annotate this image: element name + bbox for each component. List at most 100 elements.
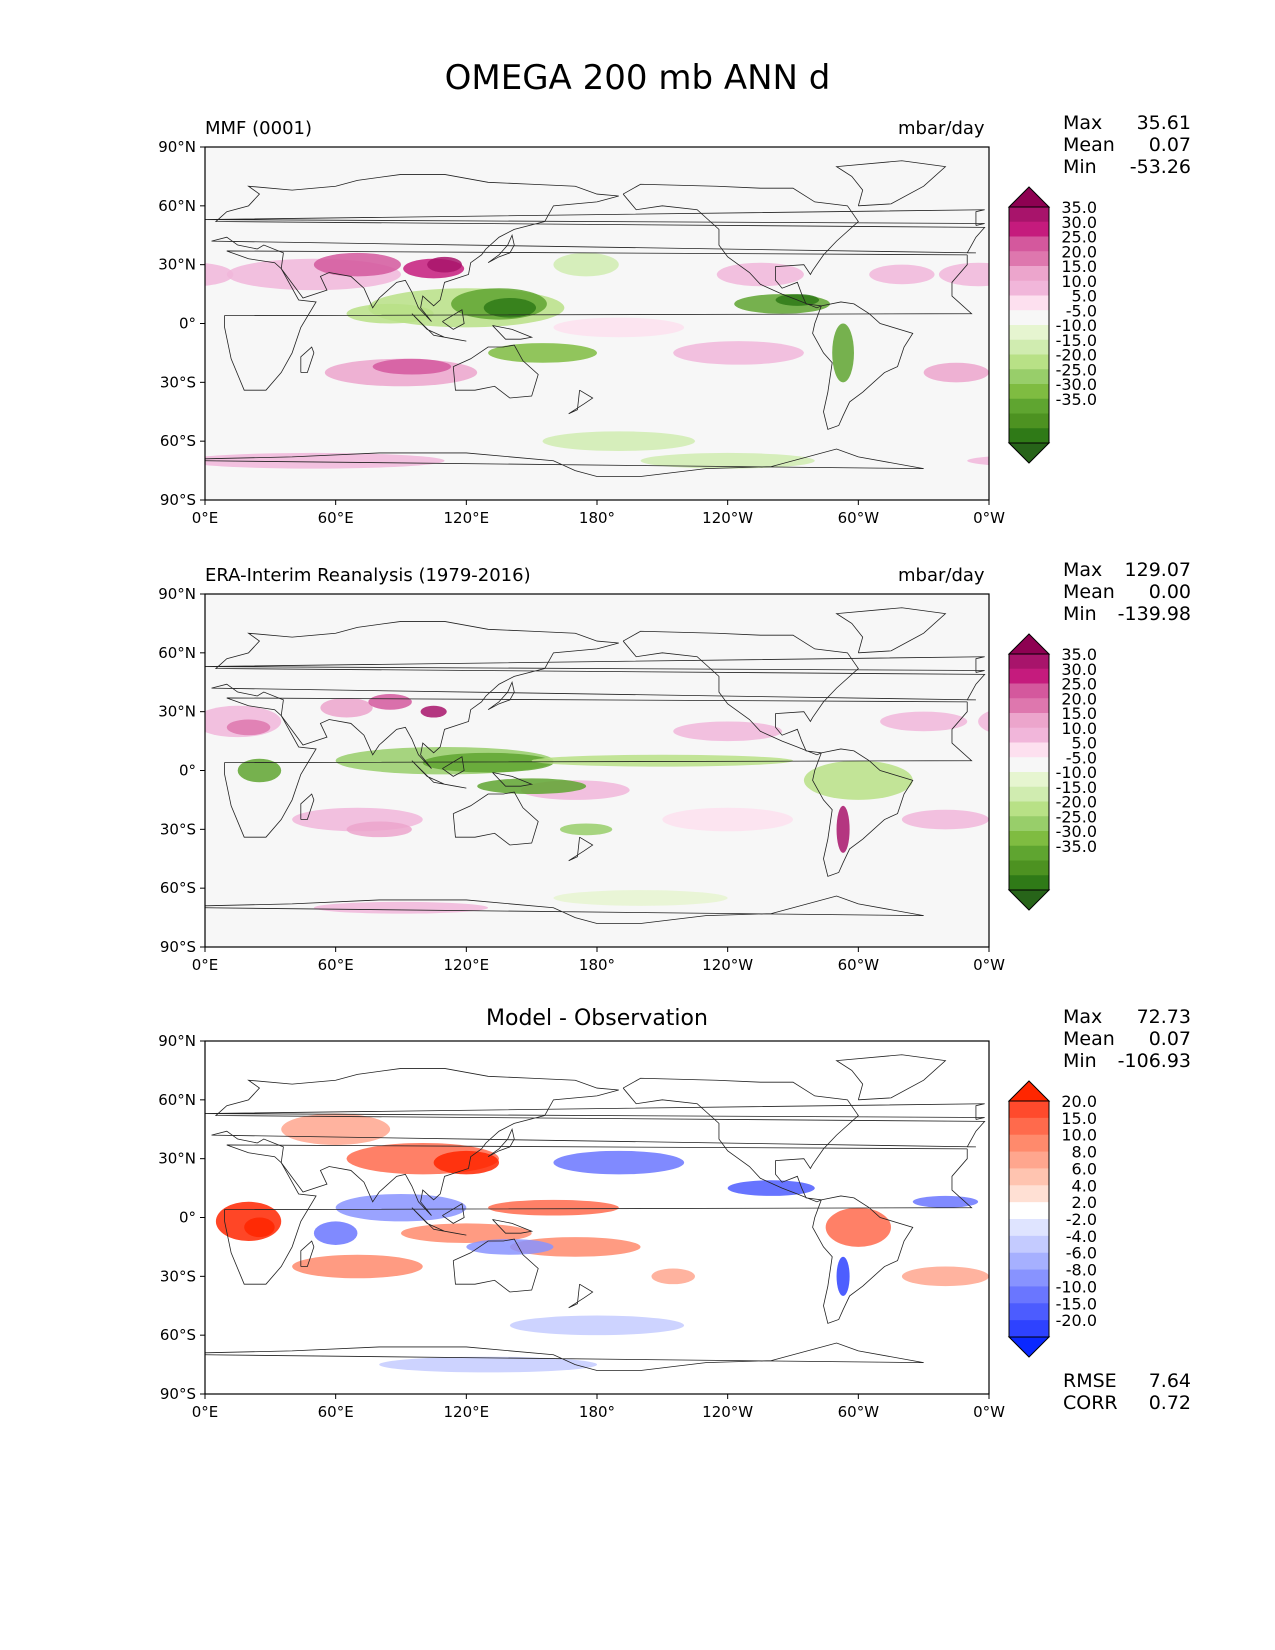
colorbar-label: 10.0: [1061, 719, 1097, 738]
y-tick-label: 60°S: [160, 879, 196, 897]
y-tick-label: 90°S: [160, 1385, 196, 1403]
contour-blob: [48, 324, 70, 383]
x-tick-label: 60°E: [318, 1403, 354, 1421]
colorbar-segment: [1009, 786, 1049, 802]
colorbar-segment: [1009, 757, 1049, 773]
stat-min: Min -106.93: [1063, 1050, 1191, 1072]
colorbar-extend-bottom: [1007, 442, 1051, 464]
contour-blob: [1131, 1143, 1275, 1174]
y-tick-label: 90°S: [160, 938, 196, 956]
colorbar-frame: [1008, 206, 1050, 444]
difference-panel: Model - Observation Max 72.73 Mean 0.07 Mi…: [0, 1004, 1275, 1464]
stat-max: Max 35.61: [1063, 112, 1191, 134]
contour-blob: [1152, 694, 1196, 710]
contour-blob: [869, 264, 935, 285]
colorbar-label: -10.0: [1056, 763, 1097, 782]
contour-blob: [509, 1315, 685, 1336]
x-tick-label: 0°E: [192, 1403, 219, 1421]
y-tick-label: 90°N: [158, 1032, 196, 1050]
colorbar-segment: [1009, 1269, 1049, 1287]
contour-blob: [1268, 298, 1275, 318]
contour-blob: [1187, 259, 1248, 279]
x-tick-label: 120°E: [444, 956, 490, 974]
colorbar-segment: [1009, 413, 1049, 429]
colorbar-extend-top: [1007, 1080, 1051, 1102]
coastline: [492, 1219, 534, 1234]
colorbar-segment: [1009, 831, 1049, 847]
x-tick-label: 0°W: [973, 1403, 1005, 1421]
coastline: [487, 233, 515, 264]
colorbar-segment: [1009, 398, 1049, 414]
x-tick-label: 0°E: [192, 956, 219, 974]
colorbar-segment: [1009, 727, 1049, 743]
colorbar-segment: [1009, 668, 1049, 684]
x-tick-label: 60°W: [838, 1403, 880, 1421]
contour-blob: [978, 711, 989, 732]
colorbar-segment: [1009, 339, 1049, 355]
coastline: [205, 656, 985, 673]
y-tick-label: 90°S: [160, 491, 196, 509]
page-title: OMEGA 200 mb ANN d: [444, 58, 831, 98]
colorbar-extend-top: [1007, 633, 1051, 655]
colorbar-label: 5.0: [1072, 734, 1097, 753]
colorbar-label: 30.0: [1061, 213, 1097, 232]
contour-blob: [1207, 753, 1275, 773]
contour-blob: [1109, 359, 1261, 386]
colorbar-label: -15.0: [1056, 331, 1097, 350]
contour-blob: [803, 760, 913, 800]
y-tick-label: 0°: [179, 762, 196, 780]
contour-blob: [85, 265, 150, 285]
colorbar-extend-top: [1007, 186, 1051, 208]
contour-blob: [967, 456, 989, 466]
coastline: [205, 895, 924, 924]
colorbar-label: 25.0: [1061, 675, 1097, 694]
model-map: 0°E 60°E 120°E 180° 120°W 60°W 0°W 90°N 60°N 30°N…: [0, 138, 1275, 527]
x-tick-label: 60°W: [838, 509, 880, 527]
colorbar-segment: [1009, 713, 1049, 729]
y-tick-label: 60°N: [158, 644, 196, 662]
contour-blob: [488, 343, 597, 363]
contour-blob: [427, 256, 462, 273]
contour-blob: [651, 1268, 695, 1285]
colorbar-segment: [1009, 1117, 1049, 1136]
colorbar-frame: [1008, 1100, 1050, 1338]
stat-max: Max 72.73: [1063, 1006, 1191, 1028]
contour-blob: [205, 263, 234, 286]
colorbar-segment: [1009, 1151, 1049, 1169]
coastline: [622, 183, 859, 309]
colorbar-label: -35.0: [1056, 390, 1097, 409]
colorbar-label: -10.0: [1056, 316, 1097, 335]
colorbar-label: 35.0: [1061, 198, 1097, 217]
contour-blob: [553, 252, 619, 277]
contour-blob: [0, 808, 9, 832]
colorbar-segment: [1009, 221, 1049, 237]
y-tick-label: 60°S: [160, 432, 196, 450]
contour-blob: [1131, 304, 1218, 324]
colorbar-extend-bottom: [1007, 1336, 1051, 1358]
x-tick-label: 60°W: [838, 956, 880, 974]
contour-blob: [553, 1150, 685, 1175]
contour-blob: [292, 1254, 423, 1279]
colorbar-segment: [1009, 698, 1049, 714]
y-tick-label: 60°N: [158, 1091, 196, 1109]
contour-blob: [368, 694, 412, 710]
contour-blob: [401, 1223, 532, 1243]
colorbar-extend-bottom: [1007, 889, 1051, 911]
contour-blob: [923, 362, 989, 383]
field-contours: [0, 694, 1275, 914]
x-tick-label: 180°: [579, 1403, 615, 1421]
observation-panel: ERA-Interim Reanalysis (1979-2016) mbar/…: [0, 557, 1275, 1017]
colorbar-label: 20.0: [1061, 689, 1097, 708]
colorbar-segment: [1009, 875, 1049, 891]
coastlines: [205, 607, 986, 924]
contour-blob: [0, 453, 31, 469]
contour-blob: [832, 323, 854, 383]
colorbar-label: 25.0: [1061, 228, 1097, 247]
y-tick-label: 90°N: [158, 138, 196, 156]
coastline: [205, 448, 924, 477]
coastline: [492, 325, 534, 340]
stat-mean: Mean 0.00: [1063, 581, 1191, 603]
colorbar-label: 10.0: [1061, 272, 1097, 291]
colorbar-label: -30.0: [1056, 375, 1097, 394]
coastline: [568, 389, 594, 415]
